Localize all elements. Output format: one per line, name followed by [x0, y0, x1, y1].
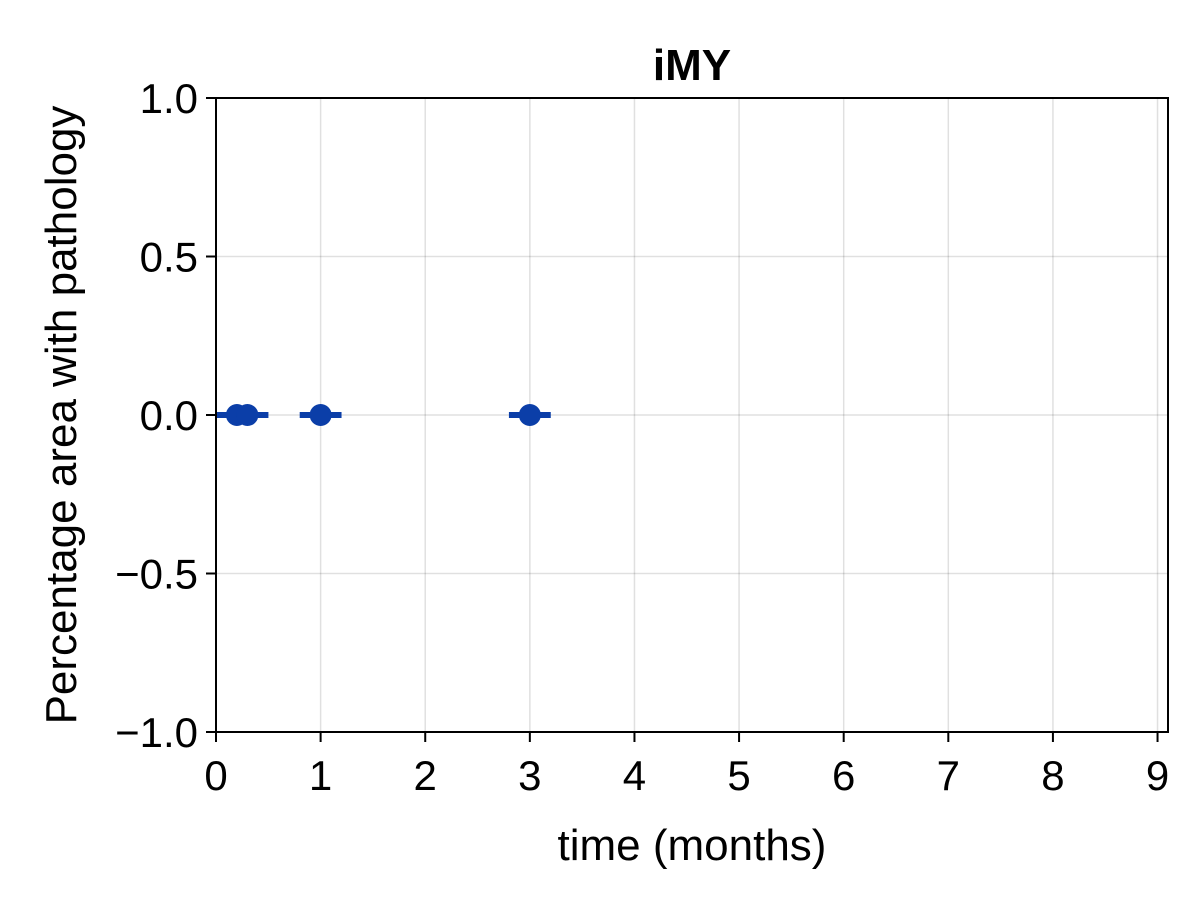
chart-title: iMY — [653, 41, 731, 90]
y-tick-label: 1.0 — [140, 75, 198, 122]
x-tick-label: 8 — [1041, 752, 1064, 799]
x-tick-label: 3 — [518, 752, 541, 799]
grid-lines — [215, 97, 1168, 733]
x-tick-label: 4 — [623, 752, 646, 799]
y-axis-label: Percentage area with pathology — [37, 106, 86, 725]
x-axis-label: time (months) — [558, 821, 827, 870]
y-tick-label: −0.5 — [115, 551, 198, 598]
data-point — [518, 404, 541, 426]
data-point — [309, 404, 332, 426]
x-tick-label: 1 — [309, 752, 332, 799]
y-tick-label: 0.0 — [140, 392, 198, 439]
data-marks — [216, 404, 551, 426]
y-tick-label: 0.5 — [140, 234, 198, 281]
x-tick-label: 7 — [937, 752, 960, 799]
x-tick-label: 2 — [414, 752, 437, 799]
x-tick-label: 0 — [204, 752, 227, 799]
x-tick-label: 6 — [832, 752, 855, 799]
x-tick-label: 5 — [727, 752, 750, 799]
tick-labels: 0 1 2 3 4 5 6 7 8 9 1.0 0.5 0.0 −0.5 −1.0 — [115, 75, 1169, 799]
x-tick-label: 9 — [1146, 752, 1169, 799]
y-tick-label: −1.0 — [115, 709, 198, 756]
data-point — [236, 404, 259, 426]
tick-marks — [206, 97, 1159, 742]
